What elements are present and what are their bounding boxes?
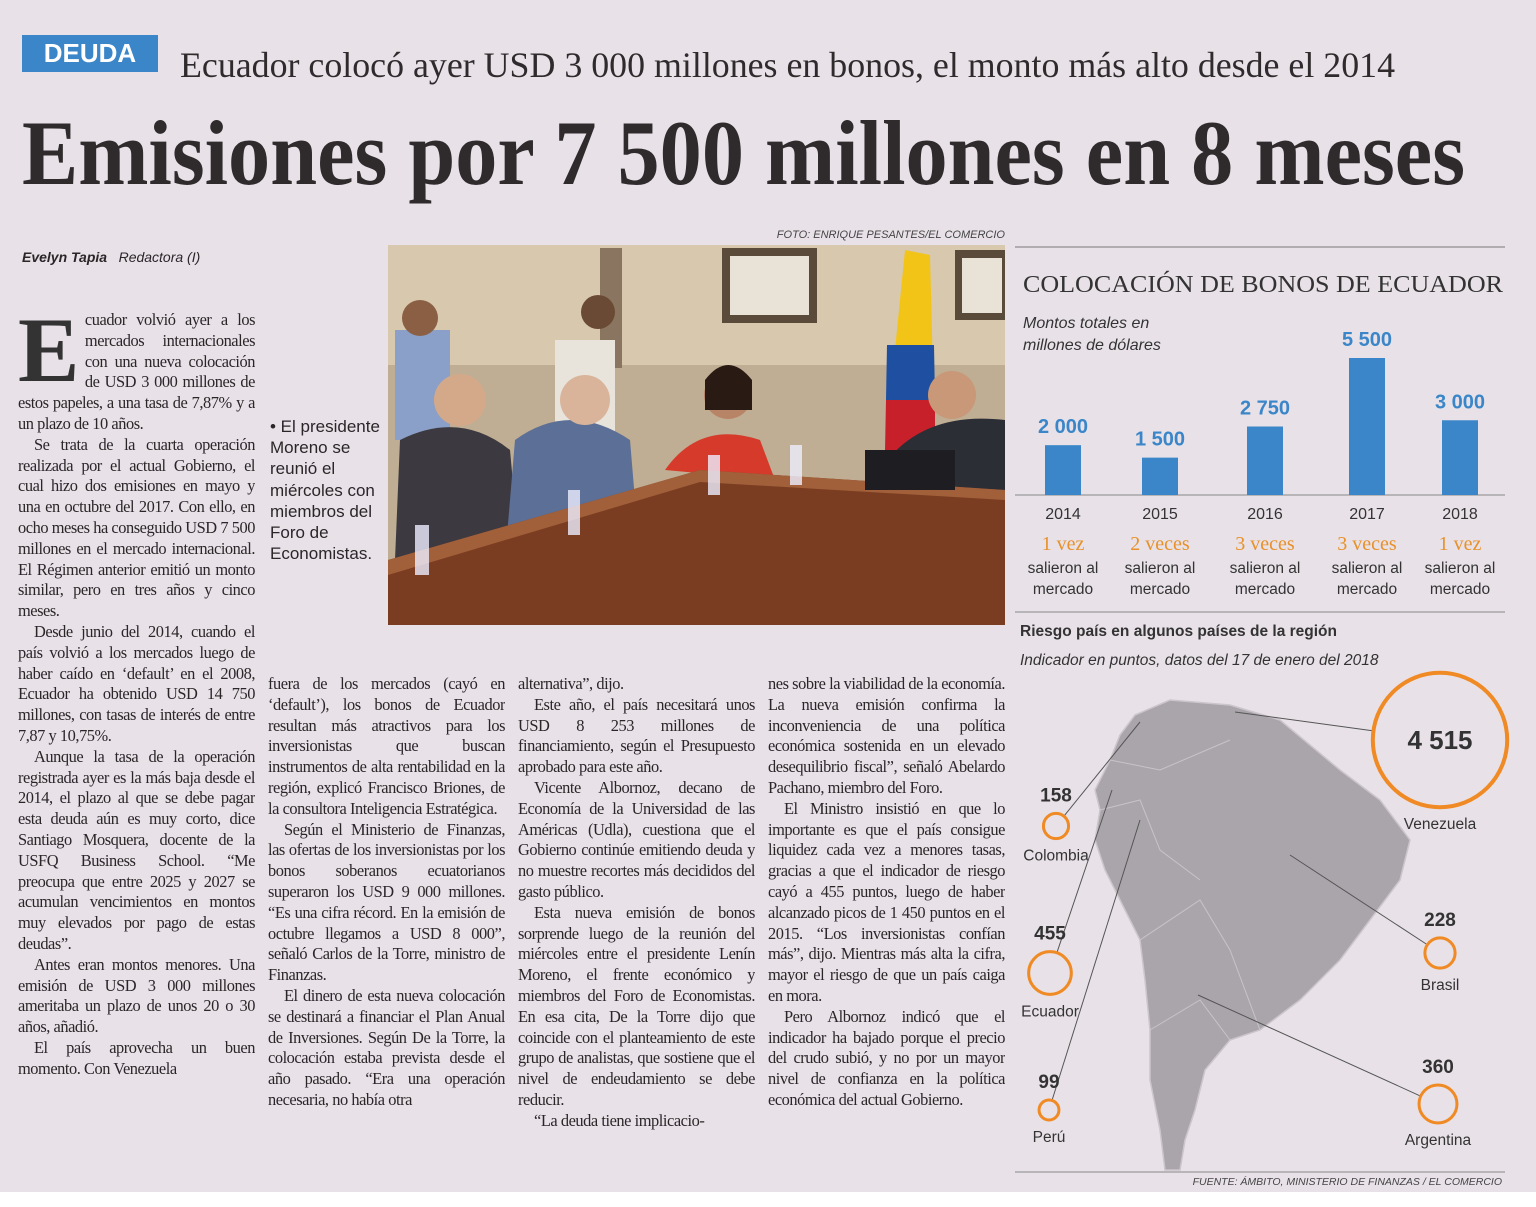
section-label: DEUDA [44, 38, 137, 68]
map-borders [1099, 739, 1261, 1041]
article-column: nes sobre la viabilidad de la economía. … [768, 674, 1005, 1182]
annotation: 1 vez [1041, 533, 1085, 555]
value-label: 3 000 [1435, 391, 1485, 413]
annotation: 3 veces [1337, 533, 1397, 555]
bubble [1037, 1098, 1061, 1122]
photo-caption: • El presidente Moreno se reunió el miér… [270, 417, 380, 564]
leader-line [1234, 711, 1374, 732]
value-label: 158 [1040, 785, 1072, 806]
paragraph: El país aprovecha un buen momento. Con V… [18, 1037, 255, 1078]
x-tick-label: 2017 [1349, 506, 1385, 523]
article-column: fuera de los mercados (cayó en ‘default’… [268, 674, 505, 1182]
annotation-note: salieron al mercado [1124, 560, 1196, 598]
paragraph: Este año, el país necesitará unos USD 8 … [518, 694, 755, 777]
bubble [1370, 670, 1510, 810]
annotation-note: salieron al mercado [1331, 560, 1403, 598]
value-label: 99 [1038, 1072, 1059, 1093]
annotation-note: salieron al mercado [1027, 560, 1099, 598]
article-column: alternativa”, dijo. Este año, el país nec… [518, 674, 755, 1182]
map-subtitle: Indicador en puntos, datos del 17 de ene… [1020, 652, 1379, 669]
paragraph: nes sobre la viabilidad de la economía. … [768, 674, 1005, 797]
bar [1442, 420, 1478, 495]
paragraph: Antes eran montos menores. Una emisión d… [18, 954, 255, 1037]
annotation: 3 veces [1235, 533, 1295, 555]
source: FUENTE: ÁMBITO, MINISTERIO DE FINANZAS /… [1192, 1176, 1502, 1188]
value-label: 2 000 [1038, 416, 1088, 438]
paragraph: Vicente Albornoz, decano de Economía de … [518, 777, 755, 901]
author-role: Redactora (I) [118, 249, 201, 265]
byline: Evelyn Tapia Redactora (I) [22, 249, 200, 267]
value-label: 360 [1422, 1057, 1454, 1078]
paragraph: Ecuador volvió ayer a los mercados inter… [18, 310, 255, 433]
bubble [1423, 936, 1457, 970]
annotation-note: salieron al mercado [1424, 560, 1496, 598]
chart-title: COLOCACIÓN DE BONOS DE ECUADOR [1023, 271, 1503, 298]
value-label: 4 515 [1407, 725, 1472, 755]
category-label: Colombia [1023, 848, 1089, 865]
annotation-note: salieron al mercado [1229, 560, 1301, 598]
photo [388, 245, 1005, 625]
annotation: 1 vez [1438, 533, 1482, 555]
category-label: Perú [1033, 1129, 1066, 1146]
x-tick-label: 2018 [1442, 506, 1478, 523]
paragraph: Pero Albornoz indicó que el indicador ha… [768, 1006, 1005, 1109]
section-tag [22, 35, 158, 72]
bubble [1027, 950, 1073, 996]
paragraph: Se trata de la cuarta operación realizad… [18, 434, 255, 621]
author: Evelyn Tapia [22, 249, 108, 265]
paragraph: alternativa”, dijo. [518, 674, 624, 693]
value-label: 2 750 [1240, 398, 1290, 420]
value-label: 5 500 [1342, 329, 1392, 351]
headline: Emisiones por 7 500 millones en 8 meses [22, 102, 1465, 204]
value-label: 228 [1424, 910, 1456, 931]
paragraph: fuera de los mercados (cayó en ‘default’… [268, 674, 505, 818]
x-tick-label: 2015 [1142, 506, 1178, 523]
bar [1045, 445, 1081, 495]
map-south-america [1094, 699, 1411, 1171]
category-label: Ecuador [1021, 1003, 1079, 1020]
photo-credit: FOTO: ENRIQUE PESANTES/EL COMERCIO [777, 229, 1006, 241]
value-label: 1 500 [1135, 429, 1185, 451]
bubble [1041, 811, 1071, 841]
paragraph: El dinero de esta nueva colocación se de… [268, 985, 505, 1109]
paragraph: Esta nueva emisión de bonos sorprende lu… [518, 902, 755, 1109]
bubble [1417, 1083, 1459, 1125]
paragraph: Según el Ministerio de Finanzas, las ofe… [268, 819, 505, 985]
category-label: Venezuela [1404, 816, 1477, 833]
leader-line [1063, 721, 1141, 817]
x-tick-label: 2016 [1247, 506, 1283, 523]
paragraph: “La deuda tiene implicacio- [534, 1110, 705, 1130]
annotation: 2 veces [1130, 533, 1190, 555]
leader-line [1289, 854, 1428, 946]
chart-subtitle: Montos totales en millones de dólares [1023, 315, 1161, 354]
bar [1247, 426, 1283, 495]
paragraph: Aunque la tasa de la operación registrad… [18, 746, 255, 953]
category-label: Argentina [1405, 1132, 1472, 1149]
bar [1142, 457, 1178, 495]
map-title: Riesgo país en algunos países de la regi… [1020, 623, 1337, 640]
x-tick-label: 2014 [1045, 506, 1081, 523]
leader-line [1056, 789, 1113, 953]
article-column: Ecuador volvió ayer a los mercados inter… [18, 310, 255, 1182]
paragraph: Desde junio del 2014, cuando el país vol… [18, 621, 255, 745]
category-label: Brasil [1421, 977, 1460, 994]
value-label: 455 [1034, 924, 1066, 945]
leader-line [1197, 994, 1421, 1097]
leader-line [1051, 819, 1141, 1101]
kicker: Ecuador colocó ayer USD 3 000 millones e… [180, 45, 1395, 85]
paragraph: El Ministro insistió en que lo important… [768, 798, 1005, 1005]
bar [1349, 358, 1385, 495]
